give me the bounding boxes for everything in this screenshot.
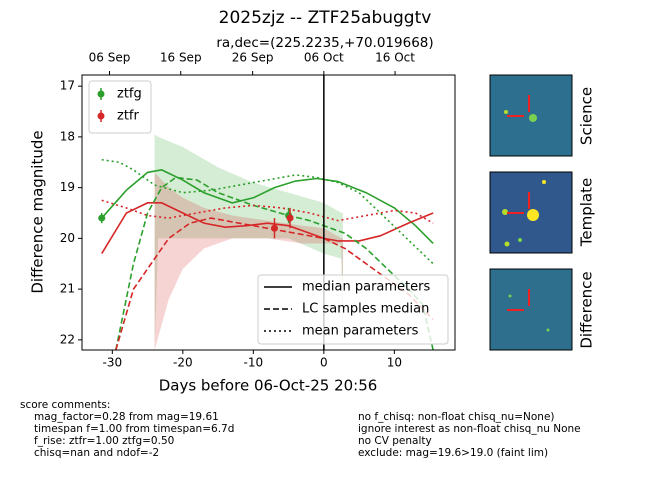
y-axis-label: Difference magnitude [29,130,47,293]
thumb-difference [489,268,573,351]
uncertainty-band [154,134,343,350]
x-tick-label: 10 [387,356,402,370]
legend-swatch [97,112,105,120]
legend-label: ztfg [117,87,142,102]
score-header: score comments: [20,399,110,411]
data-point [286,214,294,222]
thumbnails [489,74,573,351]
thumb-label: Template [578,178,596,247]
model-line [101,202,434,255]
thumb-label: Difference [578,271,596,348]
x-tick-label: -30 [103,356,123,370]
model-line [115,217,434,350]
legend-label: median parameters [302,280,430,295]
score-comment: no CV penalty [358,435,432,447]
top-x-tick-label: 26 Sep [232,51,274,65]
x-tick-label: -10 [244,356,264,370]
x-tick-label: -20 [173,356,193,370]
legend-label: ztfr [117,109,139,124]
top-x-tick-label: 16 Oct [375,51,415,65]
y-tick-label: 20 [60,231,75,245]
model-line [101,199,434,224]
score-comment: chisq=nan and ndof=-2 [34,447,159,459]
legend-box [257,274,449,345]
x-tick-label: 0 [320,356,328,370]
score-comment: no f_chisq: non-float chisq_nu=None) [358,411,555,423]
legend-label: mean parameters [302,324,419,339]
data-point [270,224,278,232]
y-tick-label: 18 [60,129,75,143]
score-comment: f_rise: ztfr=1.00 ztfg=0.50 [34,435,174,447]
chart-subtitle: ra,dec=(225.2235,+70.019668) [216,35,433,51]
axes-frame [81,74,456,351]
top-x-tick-label: 06 Sep [89,51,131,65]
score-comment: timespan f=1.00 from timespan=6.7d [34,423,234,435]
uncertainty-band [154,172,343,350]
thumb-label: Science [578,87,596,145]
y-tick-label: 21 [60,282,75,296]
thumb-science [489,74,573,157]
data-point [98,214,106,222]
score-comment: mag_factor=0.28 from mag=19.61 [34,411,219,423]
x-axis-label: Days before 06-Oct-25 20:56 [159,377,378,395]
score-comment: exclude: mag=19.6>19.0 (faint lim) [358,447,548,459]
chart-title: 2025zjz -- ZTF25abuggtv [219,8,432,28]
legend-label: LC samples median [302,302,429,317]
y-tick-label: 17 [60,79,75,93]
top-x-tick-label: 06 Oct [304,51,344,65]
thumb-template [489,171,573,254]
y-tick-label: 19 [60,180,75,194]
legend-swatch [97,90,105,98]
score-comment: ignore interest as non-float chisq_nu No… [358,423,581,435]
y-tick-label: 22 [60,332,75,346]
model-line [101,169,434,245]
top-x-tick-label: 16 Sep [160,51,202,65]
